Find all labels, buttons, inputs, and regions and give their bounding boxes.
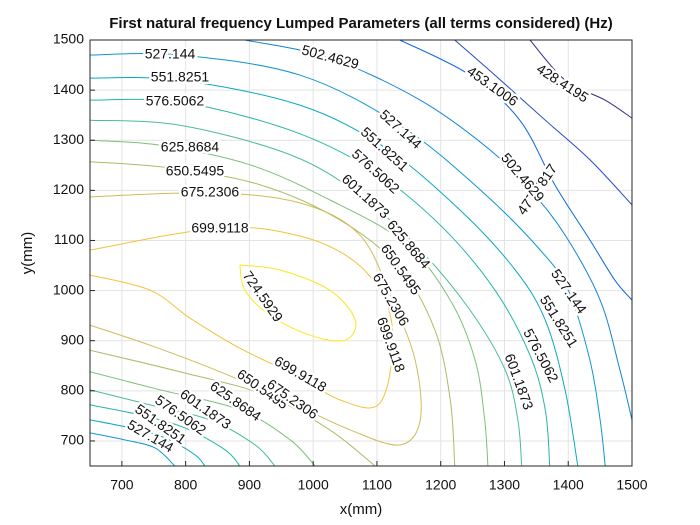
x-tick-label: 1200 bbox=[425, 477, 456, 493]
contour-label: 576.5062 bbox=[146, 93, 205, 109]
x-tick-label: 1400 bbox=[553, 477, 584, 493]
contour-label: 699.9118 bbox=[191, 220, 249, 236]
contour-line bbox=[454, 40, 632, 206]
x-tick-label: 1500 bbox=[616, 477, 647, 493]
contour-label: 650.5495 bbox=[166, 163, 225, 179]
contour-line bbox=[90, 98, 551, 466]
y-tick-label: 1200 bbox=[53, 181, 84, 197]
y-axis-label: y(mm) bbox=[19, 232, 36, 274]
contours bbox=[90, 40, 632, 466]
contour-label: 675.2306 bbox=[181, 184, 240, 200]
contour-line bbox=[239, 264, 357, 342]
x-tick-label: 700 bbox=[110, 477, 134, 493]
contour-line bbox=[90, 77, 579, 466]
contour-line bbox=[399, 40, 632, 301]
x-tick-label: 1300 bbox=[489, 477, 520, 493]
contour-line bbox=[244, 40, 632, 421]
x-tick-label: 1000 bbox=[298, 477, 329, 493]
contour-line bbox=[90, 139, 489, 466]
y-tick-label: 900 bbox=[61, 331, 85, 347]
x-tick-label: 900 bbox=[238, 477, 262, 493]
contour-label: 551.8251 bbox=[151, 69, 210, 85]
y-tick-label: 1100 bbox=[54, 231, 84, 247]
contour-line bbox=[90, 192, 422, 446]
contour-line bbox=[529, 40, 632, 119]
contour-line bbox=[90, 119, 523, 466]
contour-line bbox=[90, 226, 394, 409]
contour-line bbox=[90, 161, 456, 466]
contour-label: 625.8684 bbox=[161, 139, 220, 155]
axes: 700 800 900 1000 1100 1200 1300 1400 1500 700 800 9… bbox=[53, 31, 648, 493]
x-tick-label: 1100 bbox=[362, 477, 392, 493]
x-axis-label: x(mm) bbox=[340, 501, 382, 518]
contour-line bbox=[90, 53, 606, 466]
chart-title: First natural frequency Lumped Parameter… bbox=[109, 15, 612, 32]
y-tick-label: 800 bbox=[61, 382, 85, 398]
y-tick-label: 700 bbox=[61, 432, 85, 448]
y-tick-label: 1000 bbox=[53, 281, 84, 297]
axes-box bbox=[89, 39, 633, 467]
y-tick-label: 1500 bbox=[53, 31, 84, 47]
x-tick-label: 800 bbox=[174, 477, 198, 493]
y-tick-label: 1300 bbox=[53, 131, 84, 147]
contour-label: 527.144 bbox=[145, 46, 196, 62]
y-tick-label: 1400 bbox=[53, 81, 84, 97]
